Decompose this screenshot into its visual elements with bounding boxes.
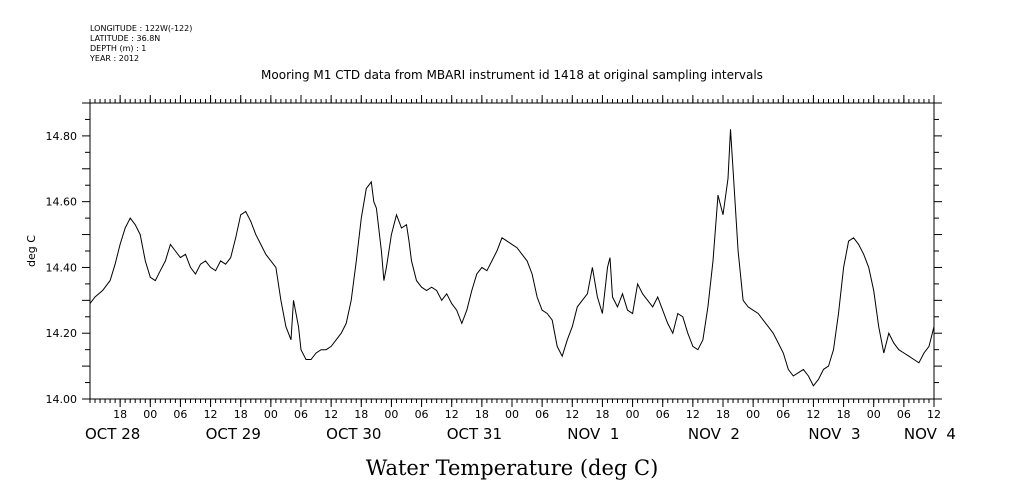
y-axis-label: deg C bbox=[25, 235, 38, 267]
x-tick-label: 18 bbox=[354, 408, 368, 421]
metadata-line: LATITUDE : 36.8N bbox=[90, 34, 160, 43]
y-axis: 14.00 14.20 14.40 14.60 14.80 bbox=[46, 102, 942, 406]
metadata-line: DEPTH (m) : 1 bbox=[90, 44, 146, 53]
x-tick-label: 12 bbox=[204, 408, 218, 421]
x-day-label: OCT 31 bbox=[447, 425, 502, 443]
x-tick-label: 18 bbox=[595, 408, 609, 421]
x-tick-label: 18 bbox=[113, 408, 127, 421]
x-tick-label: 06 bbox=[897, 408, 911, 421]
y-tick-label: 14.80 bbox=[46, 130, 78, 143]
x-tick-label: 00 bbox=[746, 408, 760, 421]
x-axis: 18 00 06 12 18 00 06 12 18 00 06 12 18 00 06 12 18 00 06 12… bbox=[85, 95, 956, 443]
x-tick-label: 18 bbox=[837, 408, 851, 421]
x-tick-label: 18 bbox=[475, 408, 489, 421]
plot-frame bbox=[89, 102, 935, 400]
x-tick-label: 00 bbox=[867, 408, 881, 421]
x-day-label: OCT 29 bbox=[206, 425, 261, 443]
x-tick-label: 06 bbox=[776, 408, 790, 421]
x-tick-label: 12 bbox=[686, 408, 700, 421]
y-tick-label: 14.40 bbox=[46, 261, 78, 274]
chart-title: Mooring M1 CTD data from MBARI instrumen… bbox=[261, 68, 763, 82]
x-tick-label: 06 bbox=[535, 408, 549, 421]
metadata-line: YEAR : 2012 bbox=[89, 54, 139, 63]
y-tick-label: 14.60 bbox=[46, 196, 78, 209]
x-tick-label: 12 bbox=[927, 408, 941, 421]
x-tick-label: 12 bbox=[565, 408, 579, 421]
x-tick-label: 06 bbox=[173, 408, 187, 421]
y-tick-label: 14.20 bbox=[46, 327, 78, 340]
x-tick-label: 00 bbox=[264, 408, 278, 421]
x-tick-label: 12 bbox=[445, 408, 459, 421]
x-day-label: NOV 1 bbox=[567, 425, 619, 443]
x-tick-label: 12 bbox=[324, 408, 338, 421]
x-tick-label: 06 bbox=[294, 408, 308, 421]
x-tick-label: 00 bbox=[143, 408, 157, 421]
x-day-label: NOV 2 bbox=[688, 425, 740, 443]
x-tick-label: 06 bbox=[415, 408, 429, 421]
x-tick-label: 18 bbox=[234, 408, 248, 421]
x-tick-label: 18 bbox=[716, 408, 730, 421]
x-tick-label: 06 bbox=[656, 408, 670, 421]
x-tick-label: 00 bbox=[505, 408, 519, 421]
series-line-water-temperature bbox=[89, 129, 935, 387]
x-axis-label: Water Temperature (deg C) bbox=[366, 456, 659, 480]
metadata-line: LONGITUDE : 122W(-122) bbox=[90, 24, 192, 33]
x-day-label: NOV 4 bbox=[904, 425, 956, 443]
x-day-label: OCT 30 bbox=[326, 425, 381, 443]
y-tick-label: 14.00 bbox=[46, 393, 78, 406]
x-tick-label: 00 bbox=[384, 408, 398, 421]
x-tick-label: 00 bbox=[626, 408, 640, 421]
x-tick-label: 12 bbox=[806, 408, 820, 421]
minor-ticks bbox=[89, 99, 935, 403]
metadata-block: LONGITUDE : 122W(-122)LATITUDE : 36.8NDE… bbox=[89, 24, 192, 63]
x-day-label: OCT 28 bbox=[85, 425, 140, 443]
x-day-label: NOV 3 bbox=[808, 425, 860, 443]
